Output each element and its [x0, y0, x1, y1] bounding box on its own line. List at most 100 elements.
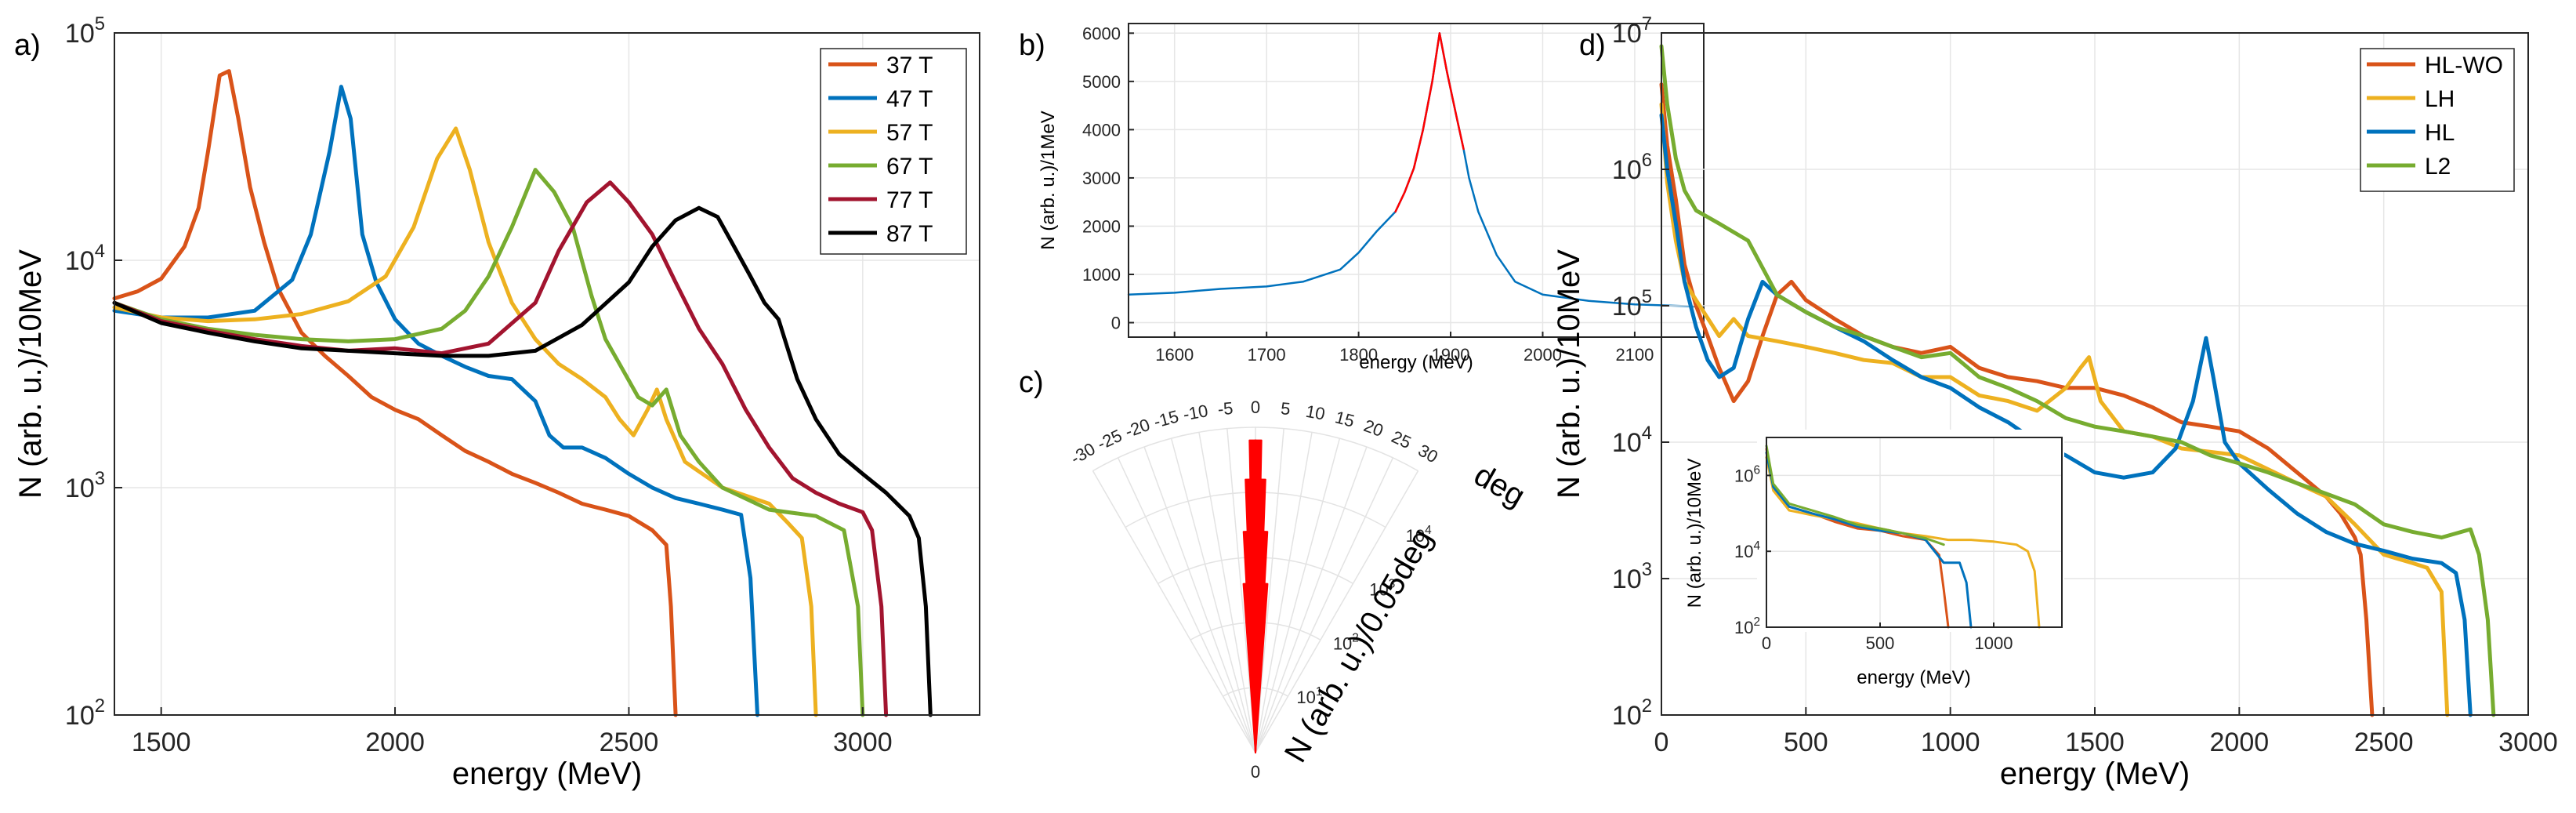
panel-b-y-label: N (arb. u.)/1MeV	[1038, 111, 1059, 249]
a-y-tick-label: 104	[65, 241, 105, 276]
polar-angle-tick-label: 15	[1333, 407, 1357, 430]
panel-d-legend-box	[2360, 48, 2515, 192]
d-series-l2	[1659, 44, 2496, 717]
inset-x-label: energy (MeV)	[1857, 667, 1970, 688]
polar-lobe	[1255, 583, 1269, 753]
a-series-37-t	[112, 69, 678, 717]
inset-y-ticks: 102 104 106	[1734, 463, 1771, 637]
polar-spoke	[1143, 446, 1256, 753]
a-legend-label: 47 T	[886, 86, 933, 112]
panel-d-legend: HL-WO LH HL L2	[2360, 48, 2515, 192]
d-x-tick-label: 500	[1784, 728, 1828, 757]
polar-spoke	[1255, 428, 1284, 753]
panel-a-legend-box	[820, 48, 967, 255]
polar-spoke	[1255, 437, 1341, 753]
d-y-tick-label: 106	[1612, 150, 1652, 185]
panel-a-series	[112, 69, 933, 717]
d-x-tick-label: 2500	[2354, 728, 2414, 757]
panel-d: d) 0 500 1000 1500 2000 2500 3000 102 103 104 105…	[1552, 13, 2558, 791]
inset-axes-box	[1766, 437, 2063, 628]
polar-angle-tick-label: -25	[1094, 426, 1125, 454]
polar-spoke	[1255, 457, 1394, 753]
panel-a: a) 1500 2000 2500 3000 102 103 104 105 energy …	[13, 13, 980, 791]
panel-a-x-ticks: 1500 2000 2500 3000	[132, 707, 893, 757]
b-x-tick-label: 2100	[1615, 345, 1654, 365]
panel-a-y-ticks: 102 103 104 105	[65, 13, 122, 731]
a-x-tick-label: 2000	[365, 728, 425, 757]
panel-c-r-ticks: 101 102 103 104	[1296, 524, 1432, 707]
panel-d-inset-background	[1757, 430, 2064, 632]
d-x-tick-label: 3000	[2498, 728, 2558, 757]
panel-a-legend: 37 T 47 T 57 T 67 T 77 T 87 T	[820, 48, 967, 255]
panel-b-x-ticks: 1600 1700 1800 1900 2000 2100	[1155, 332, 1654, 365]
i-x-tick-label: 0	[1762, 633, 1771, 653]
a-series-87-t	[112, 205, 933, 717]
panel-d-y-ticks: 102 103 104 105 106 107	[1612, 13, 1669, 731]
d-legend-label: LH	[2425, 86, 2455, 112]
b-series-highlight	[1394, 32, 1465, 213]
panel-b-series	[1127, 32, 1705, 308]
d-legend-label: HL-WO	[2425, 53, 2503, 78]
polar-spoke	[1255, 446, 1368, 753]
d-y-tick-label: 105	[1612, 286, 1652, 321]
polar-angle-tick-label: 30	[1415, 441, 1441, 467]
inset-x-ticks: 0 500 1000	[1762, 622, 2013, 653]
d-y-tick-label: 102	[1612, 695, 1652, 731]
a-x-tick-label: 1500	[132, 728, 191, 757]
a-series-67-t	[112, 168, 865, 717]
i-x-tick-label: 500	[1866, 633, 1895, 653]
a-legend-label: 77 T	[886, 187, 933, 213]
b-x-tick-label: 1600	[1155, 345, 1194, 365]
panel-c-r-label: N (arb. u.)/0.05deg	[1278, 523, 1440, 768]
a-x-tick-label: 3000	[833, 728, 893, 757]
panel-d-inset: 0 500 1000 102 104 106 energy (MeV) N (arb. …	[1684, 430, 2064, 688]
polar-angle-tick-label: 10	[1304, 401, 1326, 424]
polar-angle-tick-label: -15	[1151, 406, 1180, 431]
a-legend-label: 87 T	[886, 221, 933, 247]
a-y-tick-label: 103	[65, 468, 105, 503]
d-y-tick-label: 103	[1612, 559, 1652, 594]
b-x-tick-label: 1900	[1432, 345, 1470, 365]
polar-angle-tick-label: 5	[1280, 398, 1291, 419]
polar-r-tick-label: 103	[1369, 578, 1395, 600]
panel-c-label: c)	[1019, 366, 1044, 399]
panel-d-y-label: N (arb. u.)/10MeV	[1552, 249, 1586, 499]
panel-d-x-ticks: 0 500 1000 1500 2000 2500 3000	[1654, 707, 2558, 757]
i-y-tick-label: 106	[1734, 463, 1760, 485]
i-y-tick-label: 104	[1734, 539, 1760, 561]
polar-spoke	[1255, 470, 1419, 753]
i-y-tick-label: 102	[1734, 615, 1760, 637]
d-legend-label: L2	[2425, 154, 2451, 180]
b-y-tick-label: 1000	[1082, 265, 1121, 285]
polar-arc	[1092, 426, 1418, 472]
polar-angle-tick-label: -20	[1122, 415, 1152, 441]
d-x-tick-label: 1000	[1921, 728, 1980, 757]
b-x-tick-label: 1700	[1248, 345, 1286, 365]
panel-a-y-label: N (arb. u.)/10MeV	[13, 249, 48, 499]
panel-a-label: a)	[14, 29, 41, 62]
a-series-57-t	[112, 126, 818, 717]
b-x-tick-label: 1800	[1339, 345, 1378, 365]
a-x-tick-label: 2500	[600, 728, 659, 757]
panel-b: b) 1600 1700 1800 1900 2000 2100 0 1000 2000 300…	[1019, 23, 1705, 373]
b-y-tick-label: 2000	[1082, 216, 1121, 236]
d-y-tick-label: 104	[1612, 423, 1652, 458]
polar-angle-tick-label: -10	[1182, 401, 1210, 424]
polar-spoke	[1226, 428, 1256, 753]
polar-r-tick-label: 102	[1333, 631, 1359, 653]
polar-spoke	[1198, 432, 1256, 753]
d-series-lh	[1659, 102, 2450, 717]
b-y-tick-label: 4000	[1082, 120, 1121, 140]
polar-spoke	[1117, 457, 1256, 753]
inset-series-hl	[1765, 451, 1973, 629]
inset-series-l2	[1765, 445, 1945, 546]
panel-c-lobes	[1242, 439, 1269, 753]
b-y-tick-label: 6000	[1082, 24, 1121, 43]
d-x-tick-label: 2000	[2210, 728, 2270, 757]
d-x-tick-label: 1500	[2065, 728, 2125, 757]
d-y-tick-label: 107	[1612, 13, 1652, 49]
d-legend-label: HL	[2425, 120, 2455, 146]
panel-d-x-label: energy (MeV)	[2000, 757, 2190, 791]
